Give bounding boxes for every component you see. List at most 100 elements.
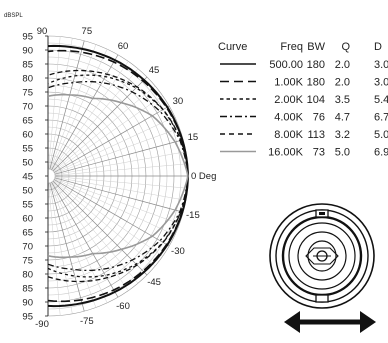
legend-cell-d: 3.0 <box>374 59 388 71</box>
legend-cell-bw: 180 <box>307 77 325 89</box>
grid-spoke <box>49 182 85 312</box>
unit-label: dBSPL <box>4 13 23 19</box>
legend-cell-freq: 4.00K <box>274 112 303 124</box>
legend-cell-q: 3.2 <box>335 129 350 141</box>
legend-cell-q: 3.5 <box>335 94 350 106</box>
grid-spoke <box>52 76 148 172</box>
angle-label: -15 <box>186 210 200 221</box>
grid-spoke <box>53 85 156 172</box>
legend-header-freq: Freq <box>280 41 303 53</box>
legend-header-curve: Curve <box>218 41 247 53</box>
db-label: 65 <box>22 116 33 127</box>
legend-cell-q: 5.0 <box>335 147 350 159</box>
arrow-head-left <box>284 311 300 333</box>
legend-header-bw: BW <box>307 41 325 53</box>
legend-cell-bw: 76 <box>313 112 325 124</box>
double-arrow-icon <box>284 311 376 333</box>
db-label: 70 <box>22 102 33 113</box>
grid-spoke <box>50 44 97 170</box>
angle-label: 0 Deg <box>191 171 216 182</box>
grid-spoke <box>54 178 180 225</box>
legend-cell-freq: 8.00K <box>274 129 303 141</box>
angle-label: -45 <box>147 277 161 288</box>
legend-cell-d: 6.9 <box>374 147 388 159</box>
angle-label: 90 <box>37 26 48 37</box>
db-label: 85 <box>22 60 33 71</box>
grid-spoke <box>54 127 180 174</box>
angle-label: -30 <box>171 246 185 257</box>
angle-labels: 90 75 60 45 30 15 0 Deg -15 -30 -45 -60 -75 -90 <box>35 26 216 330</box>
db-label: 75 <box>22 256 33 267</box>
db-label: 95 <box>22 312 33 323</box>
grid-spoke <box>50 49 108 170</box>
polar-curves <box>47 44 190 308</box>
db-label: 95 <box>22 32 33 43</box>
legend-cell-bw: 73 <box>313 147 325 159</box>
polar-curve-8.00K <box>47 69 189 283</box>
db-label: 45 <box>22 172 33 183</box>
db-label: 55 <box>22 200 33 211</box>
grid-spoke <box>48 36 61 170</box>
speaker-bottom-tab <box>315 294 329 303</box>
db-label: 80 <box>22 270 33 281</box>
grid-spoke <box>51 181 129 291</box>
legend-cell-bw: 104 <box>307 94 325 106</box>
speaker-horn <box>305 247 339 265</box>
speaker-ring <box>288 222 356 290</box>
db-label: 55 <box>22 144 33 155</box>
db-label: 90 <box>22 46 33 57</box>
legend-table: Curve Freq BW Q D 500.00 180 2.0 3.0 1.00K 180 2.0 3… <box>218 41 388 159</box>
angle-label: 75 <box>82 26 93 37</box>
grid-spoke <box>52 180 148 276</box>
db-label: 65 <box>22 228 33 239</box>
db-scale-labels: 95 90 85 80 75 70 65 60 55 50 45 50 55 60 65 70 75 80 85 90… <box>22 32 33 323</box>
speaker-top-tab-slot <box>319 212 325 215</box>
grid-spoke <box>54 176 188 189</box>
grid-spoke <box>54 176 186 201</box>
db-label: 90 <box>22 298 33 309</box>
speaker-driver <box>307 240 337 272</box>
db-label: 60 <box>22 130 33 141</box>
grid-spoke <box>54 163 188 176</box>
grid-spoke <box>53 105 170 173</box>
grid-spoke <box>50 182 97 308</box>
grid-spoke <box>48 182 73 314</box>
grid-spoke <box>50 182 108 303</box>
angle-label: 45 <box>149 65 160 76</box>
legend-cell-bw: 180 <box>307 59 325 71</box>
db-label: 75 <box>22 88 33 99</box>
grid-spoke <box>53 179 163 257</box>
legend-cell-freq: 2.00K <box>274 94 303 106</box>
db-label: 60 <box>22 214 33 225</box>
grid-spoke <box>53 179 170 247</box>
arrow-head-right <box>360 311 376 333</box>
legend-cell-d: 6.7 <box>374 112 388 124</box>
legend-header-d: D <box>374 41 382 53</box>
db-label: 80 <box>22 74 33 85</box>
polar-curve-16.00K <box>47 93 189 259</box>
legend-cell-d: 3.0 <box>374 77 388 89</box>
angle-label: -90 <box>35 319 49 330</box>
angle-label: 15 <box>188 132 199 143</box>
legend-cell-freq: 1.00K <box>274 77 303 89</box>
grid-spoke <box>52 68 139 171</box>
angle-label: 60 <box>118 41 129 52</box>
grid-spoke <box>53 180 156 267</box>
legend-cell-d: 5.4 <box>374 94 388 106</box>
legend-cell-freq: 16.00K <box>268 147 304 159</box>
polar-grid <box>45 35 189 317</box>
grid-spoke <box>49 40 85 170</box>
legend-cell-q: 2.0 <box>335 77 350 89</box>
grid-spoke <box>54 116 175 174</box>
db-label: 50 <box>22 186 33 197</box>
speaker-front-view-icon <box>269 203 375 309</box>
grid-spoke <box>54 177 184 213</box>
grid-spoke <box>48 38 73 170</box>
angle-label: 30 <box>173 96 184 107</box>
grid-spoke <box>54 139 184 175</box>
legend-cell-bw: 113 <box>307 129 325 141</box>
grid-spoke <box>51 61 129 171</box>
grid-spoke <box>53 95 163 173</box>
